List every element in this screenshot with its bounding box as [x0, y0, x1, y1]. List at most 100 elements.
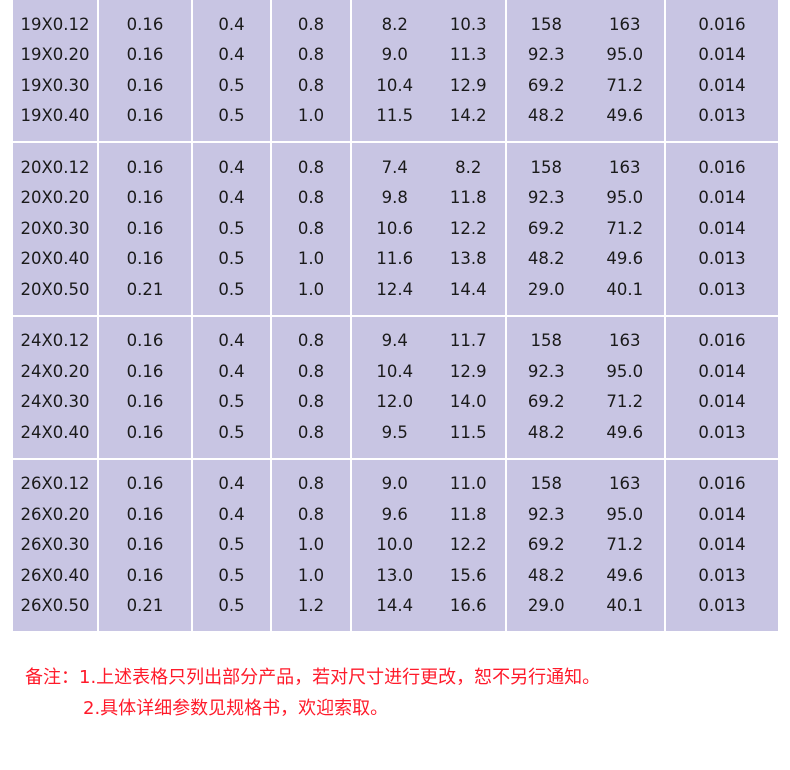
- table-cell: 26X0.40: [13, 561, 97, 592]
- table-cell: 19X0.40: [13, 101, 97, 132]
- table-cell: 0.16: [99, 561, 191, 592]
- cell-value: 0.013: [698, 565, 746, 585]
- table-cell: 0.4: [193, 500, 270, 531]
- table-cell: 0.16: [99, 418, 191, 449]
- cell-value: 11.8: [449, 188, 487, 207]
- cell-value: 0.013: [698, 249, 746, 268]
- table-cell: 20X0.50: [13, 275, 97, 306]
- cell-value: 14.0: [449, 392, 487, 411]
- table-cell: 69.2 71.2: [507, 214, 664, 245]
- cell-value: 11.3: [449, 45, 487, 64]
- cell-value: 0.016: [698, 474, 746, 493]
- cell-value: 95.0: [606, 504, 644, 524]
- table-cell: 0.4: [193, 357, 270, 388]
- cell-value: 26X0.30: [20, 535, 90, 554]
- cell-value: 0.4: [218, 14, 245, 34]
- cell-value: 24X0.30: [20, 392, 90, 411]
- cell-value: 11.0: [449, 474, 487, 493]
- table-column: 158 163 92.3 95.0 69.2 71.2 48.2 49.6 29.0 40.1: [507, 143, 666, 315]
- cell-value: 13.8: [449, 249, 487, 268]
- table-cell: 0.013: [666, 275, 778, 306]
- cell-value: 0.16: [126, 157, 164, 177]
- table-cell: 0.16: [99, 530, 191, 561]
- table-cell: 48.2 49.6: [507, 418, 664, 449]
- cell-value: 1.0: [297, 565, 325, 585]
- cell-value: 0.4: [218, 188, 245, 207]
- table-cell: 19X0.30: [13, 71, 97, 102]
- table-column: 8.2 10.3 9.0 11.3 10.4 12.9 11.5 14.2: [352, 0, 507, 141]
- table-cell: 0.16: [99, 10, 191, 41]
- cell-value: 0.16: [126, 75, 164, 95]
- table-cell: 1.0: [272, 244, 350, 275]
- table-column: 0.16 0.16 0.16 0.16 0.21: [99, 459, 193, 631]
- cell-value: 13.0: [376, 565, 414, 585]
- table-cell: 0.4: [193, 10, 270, 41]
- cell-value: 1.2: [297, 596, 325, 615]
- cell-value: 0.013: [698, 279, 746, 299]
- table-cell: 0.8: [272, 469, 350, 500]
- table-cell: 0.013: [666, 244, 778, 275]
- cell-value: 19X0.30: [20, 75, 90, 95]
- cell-value: 95.0: [606, 188, 644, 207]
- table-group: 26X0.12 26X0.20 26X0.30 26X0.40 26X0.50 0.16 0…: [13, 459, 778, 631]
- table-cell: 0.014: [666, 183, 778, 214]
- cell-value: 0.21: [126, 596, 164, 615]
- table-cell: 92.3 95.0: [507, 500, 664, 531]
- cell-value: 0.8: [297, 157, 325, 177]
- cell-value: 26X0.20: [20, 504, 90, 524]
- cell-value: 11.7: [449, 331, 487, 350]
- cell-value: 69.2: [527, 535, 565, 554]
- table-column: 0.4 0.4 0.5 0.5 0.5: [193, 143, 272, 315]
- table-cell: 0.16: [99, 71, 191, 102]
- cell-value: 10.0: [376, 535, 414, 554]
- cell-value: 0.16: [126, 504, 164, 524]
- table-cell: 92.3 95.0: [507, 183, 664, 214]
- table-cell: 10.6 12.2: [352, 214, 505, 245]
- spec-table: 19X0.12 19X0.20 19X0.30 19X0.40 0.16 0.16 0.16…: [13, 0, 778, 631]
- table-cell: 0.5: [193, 387, 270, 418]
- table-column: 0.016 0.014 0.014 0.013 0.013: [666, 143, 778, 315]
- cell-value: 0.8: [297, 422, 325, 442]
- cell-value: 20X0.30: [20, 218, 90, 238]
- table-cell: 26X0.12: [13, 469, 97, 500]
- table-cell: 0.16: [99, 244, 191, 275]
- cell-value: 10.4: [376, 75, 414, 95]
- table-cell: 14.4 16.6: [352, 591, 505, 622]
- table-cell: 26X0.30: [13, 530, 97, 561]
- cell-value: 12.9: [449, 75, 487, 95]
- cell-value: 0.16: [126, 14, 164, 34]
- table-cell: 26X0.50: [13, 591, 97, 622]
- cell-value: 69.2: [527, 75, 565, 95]
- cell-value: 7.4: [381, 157, 408, 177]
- cell-value: 0.8: [297, 361, 325, 381]
- cell-value: 158: [530, 157, 563, 177]
- cell-value: 95.0: [606, 45, 644, 64]
- cell-value: 11.6: [376, 249, 414, 268]
- cell-value: 0.014: [698, 45, 746, 64]
- table-cell: 0.014: [666, 214, 778, 245]
- cell-value: 0.5: [218, 392, 245, 411]
- cell-value: 10.4: [376, 361, 414, 381]
- cell-value: 8.2: [381, 14, 408, 34]
- note-line-1: 备注：1.上述表格只列出部分产品，若对尺寸进行更改，恕不另行通知。: [25, 667, 601, 688]
- table-cell: 0.016: [666, 10, 778, 41]
- table-column: 9.0 11.0 9.6 11.8 10.0 12.2 13.0 15.6 14.4 16.6: [352, 459, 507, 631]
- cell-value: 0.5: [218, 535, 245, 554]
- cell-value: 14.2: [449, 106, 487, 125]
- table-column: 20X0.12 20X0.20 20X0.30 20X0.40 20X0.50: [13, 143, 99, 315]
- cell-value: 158: [530, 331, 563, 350]
- table-column: 0.016 0.014 0.014 0.013: [666, 317, 778, 458]
- cell-value: 0.16: [126, 249, 164, 268]
- cell-value: 0.8: [297, 45, 325, 64]
- cell-value: 0.014: [698, 392, 746, 411]
- table-cell: 0.16: [99, 500, 191, 531]
- cell-value: 0.16: [126, 218, 164, 238]
- cell-value: 163: [609, 474, 641, 493]
- cell-value: 24X0.12: [20, 331, 90, 350]
- cell-value: 9.4: [381, 331, 408, 350]
- table-cell: 9.4 11.7: [352, 326, 505, 357]
- table-cell: 9.6 11.8: [352, 500, 505, 531]
- table-cell: 0.8: [272, 357, 350, 388]
- table-cell: 9.0 11.0: [352, 469, 505, 500]
- cell-value: 26X0.12: [20, 474, 90, 493]
